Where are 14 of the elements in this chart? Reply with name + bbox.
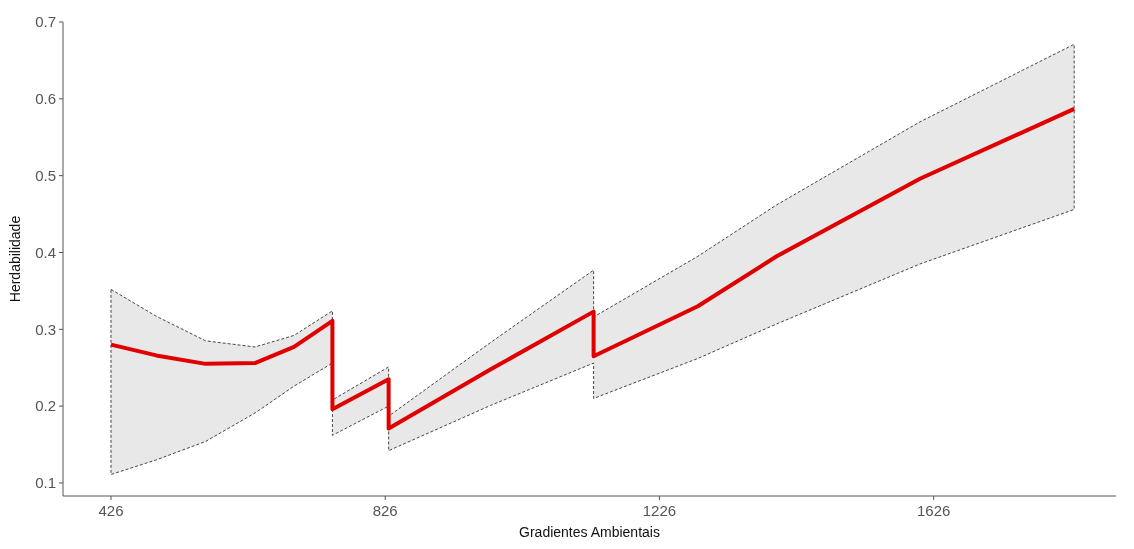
x-tick-label: 426: [98, 502, 124, 519]
y-tick-label: 0.5: [35, 166, 56, 184]
x-tick-label: 826: [372, 502, 398, 519]
y-tick-label: 0.1: [35, 474, 56, 492]
y-tick-label: 0.6: [35, 90, 56, 108]
y-tick-label: 0.3: [35, 320, 56, 338]
y-axis-title: Herdabilidade: [7, 215, 23, 303]
y-tick-label: 0.7: [35, 13, 56, 31]
x-tick-label: 1226: [642, 502, 677, 519]
x-axis-title: Gradientes Ambientais: [519, 524, 660, 540]
x-tick-label: 1626: [916, 502, 951, 519]
line-series: [108, 106, 1077, 431]
y-tick-label: 0.2: [35, 397, 56, 415]
y-tick-label: 0.4: [35, 243, 56, 261]
